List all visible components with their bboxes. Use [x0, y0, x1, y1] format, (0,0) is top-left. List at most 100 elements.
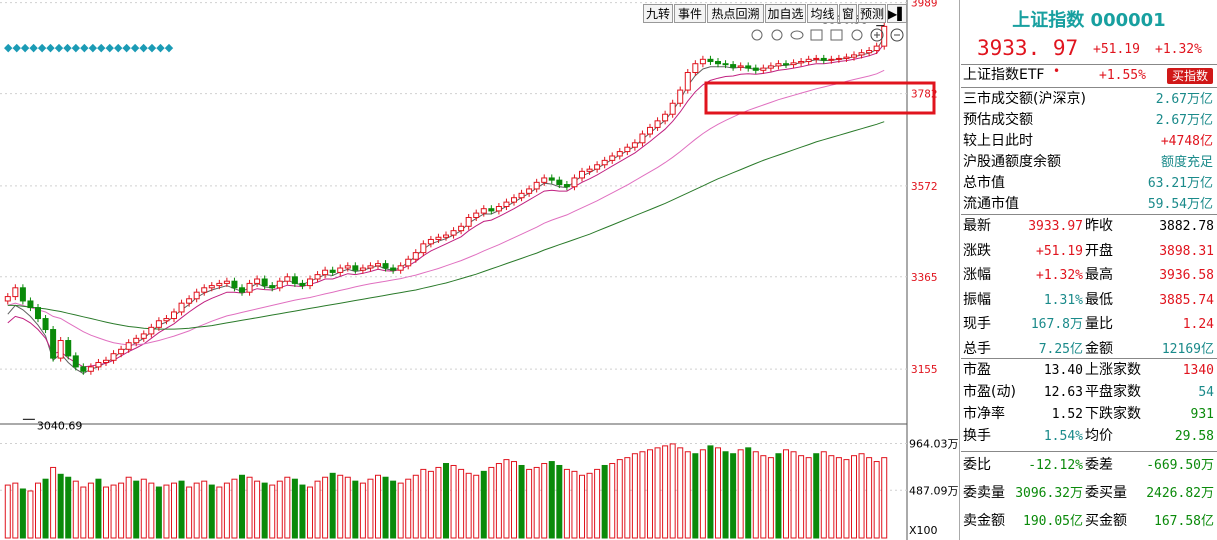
- volume-bar: [541, 463, 548, 539]
- quote-label: 振幅: [963, 291, 991, 308]
- candle-body: [707, 58, 714, 63]
- volume-bar: [397, 482, 404, 539]
- lock-icon[interactable]: [810, 29, 823, 41]
- settings-icon[interactable]: [751, 29, 763, 41]
- etf-dot: •: [1053, 64, 1061, 78]
- toolbar-expand-button[interactable]: ▶▌: [887, 4, 907, 23]
- stat-label: 市盈(动): [963, 384, 1016, 400]
- candle-body: [450, 230, 457, 236]
- volume-bar: [284, 476, 291, 539]
- toolbar-button-add-watchlist[interactable]: 加自选: [765, 4, 806, 23]
- info-row: 沪股通额度余额 额度充足: [963, 152, 1213, 173]
- order-label: 委比: [963, 457, 991, 473]
- quote-value: 7.25亿: [1038, 341, 1083, 357]
- candle-body: [307, 278, 313, 287]
- candle-body: [12, 287, 19, 298]
- toolbar-button-events[interactable]: 事件: [674, 4, 706, 23]
- candle-body: [873, 45, 880, 52]
- volume-bar: [669, 443, 676, 539]
- candle-body: [344, 265, 351, 269]
- volume-bar: [760, 455, 767, 539]
- eye-icon[interactable]: [790, 30, 804, 40]
- stat-label: 平盘家数: [1085, 384, 1141, 400]
- volume-bar: [186, 486, 193, 539]
- volume-bar: [488, 466, 495, 539]
- candle-body: [178, 302, 185, 313]
- volume-bar: [246, 476, 253, 539]
- volume-bar: [820, 451, 827, 539]
- candle-body: [337, 267, 344, 273]
- volume-bar: [858, 453, 865, 539]
- volume-bar: [412, 474, 419, 539]
- volume-bar: [790, 451, 797, 539]
- calendar-icon[interactable]: [830, 29, 843, 41]
- toolbar-button-window[interactable]: 窗: [839, 4, 857, 23]
- y-tick-label: 3365: [911, 271, 938, 284]
- divider: [961, 87, 1217, 88]
- candle-body: [699, 58, 706, 65]
- candle-body: [375, 263, 381, 267]
- volume-bar: [631, 453, 638, 539]
- candle-body: [50, 329, 57, 359]
- candle-body: [118, 348, 125, 355]
- toolbar-button-jiuzhuan[interactable]: 九转: [643, 4, 673, 23]
- volume-bar: [556, 464, 563, 539]
- candle-body: [216, 282, 223, 287]
- volume-bar: [375, 474, 381, 539]
- candle-body: [767, 65, 774, 69]
- candle-body: [254, 278, 261, 284]
- candle-body: [208, 285, 215, 289]
- volume-bar: [548, 461, 555, 539]
- candle-body: [140, 333, 147, 339]
- candle-body: [27, 300, 34, 309]
- volume-bar: [616, 459, 623, 539]
- candle-body: [601, 159, 608, 166]
- zoom-in-icon[interactable]: [870, 28, 884, 42]
- quote-label: 涨跌: [963, 242, 991, 259]
- buy-index-button[interactable]: 买指数: [1167, 68, 1213, 84]
- quote-label: 昨收: [1085, 218, 1113, 234]
- refresh-icon[interactable]: [771, 29, 783, 41]
- candle-body: [858, 52, 865, 56]
- order-label: 委卖量: [963, 485, 1005, 501]
- info-row: 预估成交额 2.67万亿: [963, 110, 1213, 131]
- volume-bar: [465, 472, 472, 539]
- volume-bar: [828, 455, 835, 539]
- toolbar-button-ma[interactable]: 均线: [807, 4, 838, 23]
- candle-body: [382, 263, 389, 269]
- volume-bar: [730, 453, 737, 539]
- candle-body: [367, 265, 374, 269]
- order-value: -669.50万: [1146, 458, 1214, 473]
- last-price: 3933. 97: [977, 36, 1079, 60]
- etf-row[interactable]: 上证指数ETF • +1.55%: [963, 64, 1213, 86]
- candle-body: [639, 133, 646, 144]
- candle-body: [269, 285, 276, 289]
- candle-body: [722, 63, 729, 66]
- volume-bar: [533, 466, 540, 539]
- zoom-out-icon[interactable]: [890, 28, 904, 42]
- volume-bar: [571, 470, 578, 539]
- divider: [961, 214, 1217, 215]
- stat-label: 换手: [963, 428, 991, 444]
- volume-bar: [80, 486, 87, 539]
- quote-value: +51.19: [1036, 243, 1083, 259]
- toolbar-button-forecast[interactable]: 预测: [858, 4, 886, 23]
- candle-body: [594, 164, 601, 170]
- volume-bar: [276, 480, 283, 539]
- candle-body: [480, 208, 487, 214]
- candle-body: [133, 337, 140, 344]
- volume-bar: [50, 466, 57, 539]
- info-value: 59.54万亿: [1147, 197, 1213, 212]
- cross-icon[interactable]: [851, 29, 863, 41]
- stat-label: 市盈: [963, 362, 991, 378]
- stat-label: 市净率: [963, 406, 1005, 422]
- candle-body: [95, 361, 102, 368]
- volume-bar: [495, 463, 502, 539]
- candle-body: [329, 269, 336, 273]
- volume-bar: [291, 478, 298, 539]
- volume-bar: [609, 463, 616, 539]
- volume-tick-label: 487.09万: [909, 484, 959, 497]
- toolbar-button-hotspot[interactable]: 热点回溯: [707, 4, 764, 23]
- kline-chart[interactable]: 398937823572336531553936.583040.69964.03…: [0, 0, 960, 540]
- volume-bar: [677, 447, 684, 539]
